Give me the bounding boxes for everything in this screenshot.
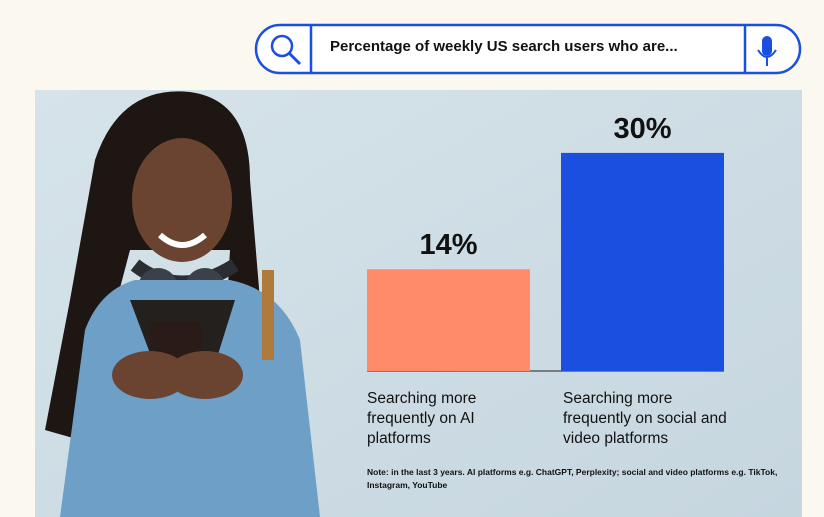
- bar: [367, 269, 530, 371]
- category-label: Searching more frequently on social and …: [563, 390, 727, 447]
- search-bar: [254, 23, 802, 75]
- note: Note: in the last 3 years. AI platforms …: [367, 467, 778, 490]
- category-label: Searching more frequently on AI platform…: [367, 390, 477, 447]
- photo-person: [45, 91, 320, 517]
- bar: [561, 152, 724, 371]
- value-label: 30%: [613, 112, 672, 145]
- search-query: Percentage of weekly US search users who…: [330, 38, 678, 55]
- value-label: 14%: [419, 229, 478, 262]
